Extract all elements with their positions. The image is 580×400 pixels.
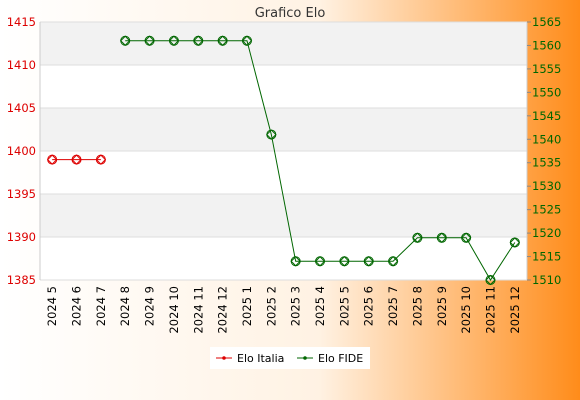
left-tick-label: 1405 — [7, 101, 36, 115]
right-tick-label: 1540 — [532, 132, 561, 146]
x-tick-label: 2024 8 — [118, 286, 132, 326]
x-tick-label: 2025 3 — [289, 286, 303, 326]
series-elo-fide — [120, 35, 521, 286]
data-point-circle — [144, 35, 155, 46]
right-tick-label: 1530 — [532, 179, 561, 193]
x-tick-label: 2025 5 — [337, 286, 351, 326]
x-tick-label: 2025 2 — [264, 286, 278, 326]
legend-label-elo-italia: Elo Italia — [237, 352, 284, 365]
left-tick-label: 1395 — [7, 187, 36, 201]
x-tick-label: 2025 9 — [435, 286, 449, 326]
x-tick-label: 2024 11 — [191, 286, 205, 334]
legend-marker-elo-italia — [222, 356, 226, 360]
data-point-circle — [71, 154, 82, 165]
x-tick-label: 2024 7 — [94, 286, 108, 326]
chart-title: Grafico Elo — [255, 6, 326, 21]
legend-box — [210, 347, 370, 369]
plot-band — [40, 65, 527, 108]
legend: Elo Italia Elo FIDE — [210, 347, 370, 369]
x-tick-label: 2025 1 — [240, 286, 254, 326]
data-point-circle — [266, 129, 277, 140]
x-tick-label: 2024 5 — [45, 286, 59, 326]
data-point-circle — [315, 256, 326, 267]
legend-item-elo-fide[interactable]: Elo FIDE — [297, 352, 363, 365]
x-tick-label: 2025 11 — [483, 286, 497, 334]
x-tick-label: 2024 9 — [143, 286, 157, 326]
right-tick-label: 1560 — [532, 38, 561, 52]
left-tick-label: 1400 — [7, 144, 36, 158]
right-tick-label: 1520 — [532, 226, 561, 240]
legend-label-elo-fide: Elo FIDE — [318, 352, 363, 365]
data-point-circle — [168, 35, 179, 46]
left-tick-label: 1410 — [7, 58, 36, 72]
x-tick-label: 2025 6 — [362, 286, 376, 326]
data-point-circle — [95, 154, 106, 165]
data-point-circle — [509, 237, 520, 248]
data-point-circle — [120, 35, 131, 46]
x-tick-label: 2025 7 — [386, 286, 400, 326]
data-point-circle — [47, 154, 58, 165]
right-tick-label: 1545 — [532, 109, 561, 123]
right-tick-label: 1535 — [532, 156, 561, 170]
left-tick-label: 1415 — [7, 15, 36, 29]
data-point-circle — [290, 256, 301, 267]
series-layer — [46, 35, 521, 286]
series-line — [125, 40, 516, 281]
data-point-circle — [363, 256, 374, 267]
plot-band — [40, 151, 527, 194]
plot-area — [39, 21, 528, 281]
right-tick-label: 1510 — [532, 273, 561, 287]
data-point-circle — [388, 256, 399, 267]
plot-band — [40, 237, 527, 280]
x-tick-label: 2024 6 — [70, 286, 84, 326]
x-tick-label: 2025 4 — [313, 286, 327, 326]
plot-band — [40, 108, 527, 151]
left-axis: 1385 1390 1395 1400 1405 1410 1415 — [7, 15, 36, 287]
right-tick-label: 1555 — [532, 62, 561, 76]
data-point-circle — [485, 275, 496, 285]
data-point-circle — [436, 232, 447, 243]
series-elo-italia — [46, 154, 107, 165]
data-point-circle — [461, 232, 472, 243]
data-point-circle — [412, 232, 423, 243]
plot-band — [40, 22, 527, 65]
legend-marker-elo-fide — [303, 356, 307, 360]
left-tick-label: 1390 — [7, 230, 36, 244]
x-tick-label: 2024 10 — [167, 286, 181, 334]
data-point-circle — [241, 35, 252, 46]
right-tick-label: 1565 — [532, 15, 561, 29]
data-point-circle — [339, 256, 350, 267]
x-tick-label: 2025 10 — [459, 286, 473, 334]
data-point-circle — [217, 35, 228, 46]
x-tick-label: 2025 8 — [410, 286, 424, 326]
data-point-circle — [193, 35, 204, 46]
right-tick-label: 1515 — [532, 250, 561, 264]
left-tick-label: 1385 — [7, 273, 36, 287]
x-tick-label: 2025 12 — [508, 286, 522, 334]
legend-item-elo-italia[interactable]: Elo Italia — [216, 352, 284, 365]
plot-band — [40, 194, 527, 237]
right-axis: 1510 1515 1520 1525 1530 1535 1540 1545 1550 1555… — [527, 15, 561, 287]
x-axis: 2024 5 2024 6 2024 7 2024 8 2024 9 2024 10 202… — [45, 286, 522, 334]
x-tick-label: 2024 12 — [216, 286, 230, 334]
right-tick-label: 1550 — [532, 85, 561, 99]
right-tick-label: 1525 — [532, 203, 561, 217]
